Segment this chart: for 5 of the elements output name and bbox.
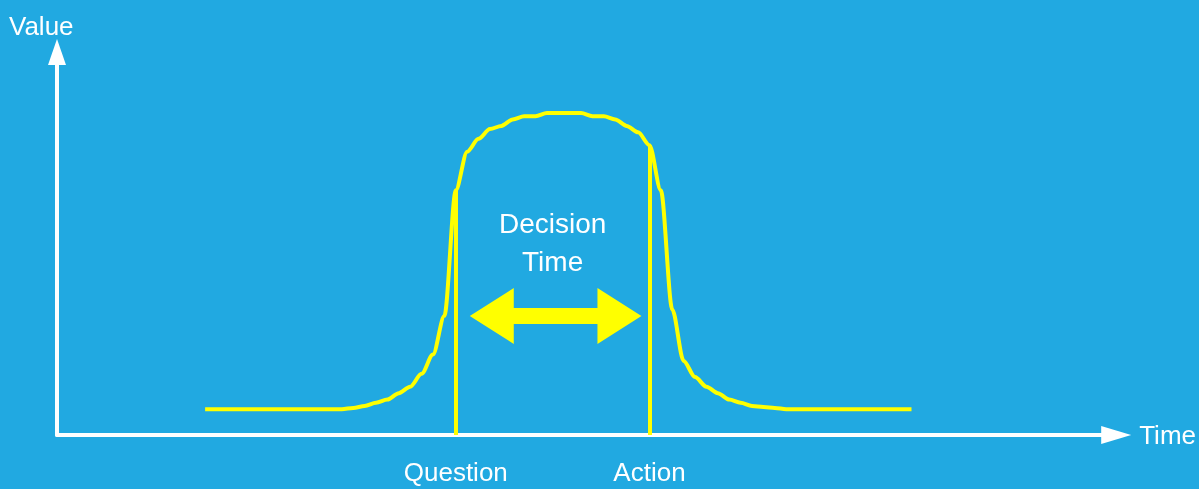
x-tick-label: Action <box>613 457 686 487</box>
annotation: Decision Time <box>497 207 608 279</box>
y-axis-title: Value <box>9 11 74 41</box>
x-axis-title: Time <box>1139 420 1196 450</box>
x-tick-label: Question <box>403 457 508 487</box>
